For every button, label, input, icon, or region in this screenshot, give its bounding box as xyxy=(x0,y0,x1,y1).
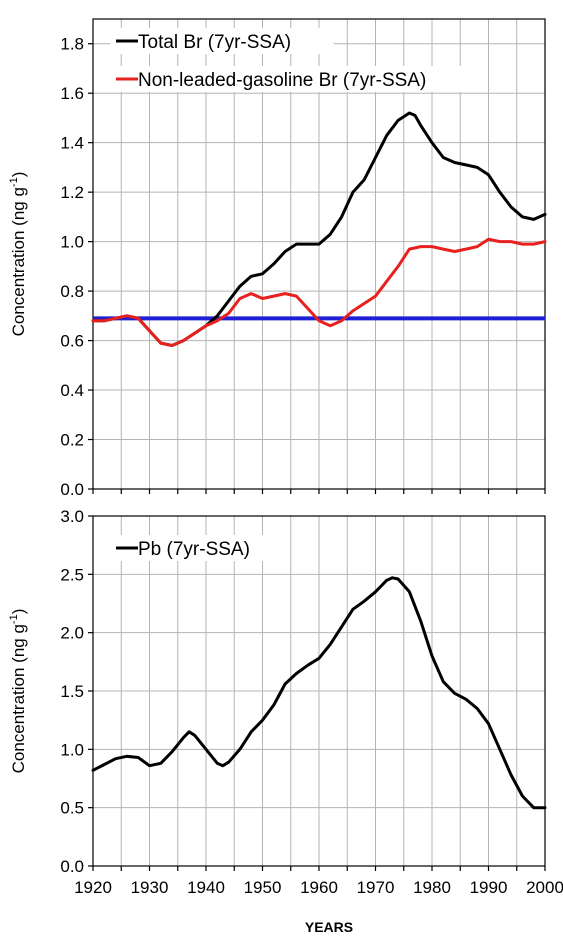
y-tick-label: 3.0 xyxy=(60,507,84,526)
legend-background xyxy=(110,66,477,92)
x-tick-label: 1950 xyxy=(244,878,282,897)
y-tick-label: 1.2 xyxy=(60,183,84,202)
top-panel: 0.0 0.2 0.4 0.6 0.8 1.0 1.2 1.4 1.6 1.8 Concentrat… xyxy=(8,18,547,499)
y-tick-label: 1.0 xyxy=(60,740,84,759)
y-tick-label: 0.4 xyxy=(60,381,84,400)
y-tick-label: 1.6 xyxy=(60,84,84,103)
y-tick-label: 1.4 xyxy=(60,134,84,153)
y-tick-label: 1.8 xyxy=(60,35,84,54)
x-tick-label: 1960 xyxy=(300,878,338,897)
series-line-0 xyxy=(91,576,547,810)
y-tick-label: 0.6 xyxy=(60,332,84,351)
x-axis-label: YEARS xyxy=(305,919,353,935)
y-tick-label: 1.0 xyxy=(60,233,84,252)
x-tick-label: 1930 xyxy=(131,878,169,897)
y-axis-label: Concentration (ng g-1) xyxy=(8,172,28,337)
series-line-1 xyxy=(91,237,547,347)
x-tick-label: 1970 xyxy=(357,878,395,897)
y-tick-label: 2.5 xyxy=(60,565,84,584)
x-tick-label: 1940 xyxy=(187,878,225,897)
y-tick-label: 0.2 xyxy=(60,431,84,450)
legend-entry: Total Br (7yr-SSA) xyxy=(138,32,291,53)
x-tick-label: 2000 xyxy=(526,878,563,897)
y-axis-label: Concentration (ng g-1) xyxy=(8,609,28,774)
legend-entry: Non-leaded-gasoline Br (7yr-SSA) xyxy=(138,70,426,91)
x-tick-label: 1920 xyxy=(74,878,112,897)
bottom-panel: 0.0 0.5 1.0 1.5 2.0 2.5 3.0 1920 1930 1940 1950 196… xyxy=(8,507,563,935)
x-tick-label: 1980 xyxy=(413,878,451,897)
x-tick-label: 1990 xyxy=(470,878,508,897)
y-tick-label: 0.8 xyxy=(60,282,84,301)
legend-entry: Pb (7yr-SSA) xyxy=(138,539,250,560)
legend-background xyxy=(110,28,334,54)
y-tick-label: 0.5 xyxy=(60,799,84,818)
y-tick-label: 1.5 xyxy=(60,682,84,701)
y-tick-label: 2.0 xyxy=(60,624,84,643)
y-tick-label: 0.0 xyxy=(60,480,84,499)
y-tick-label: 0.0 xyxy=(60,857,84,876)
